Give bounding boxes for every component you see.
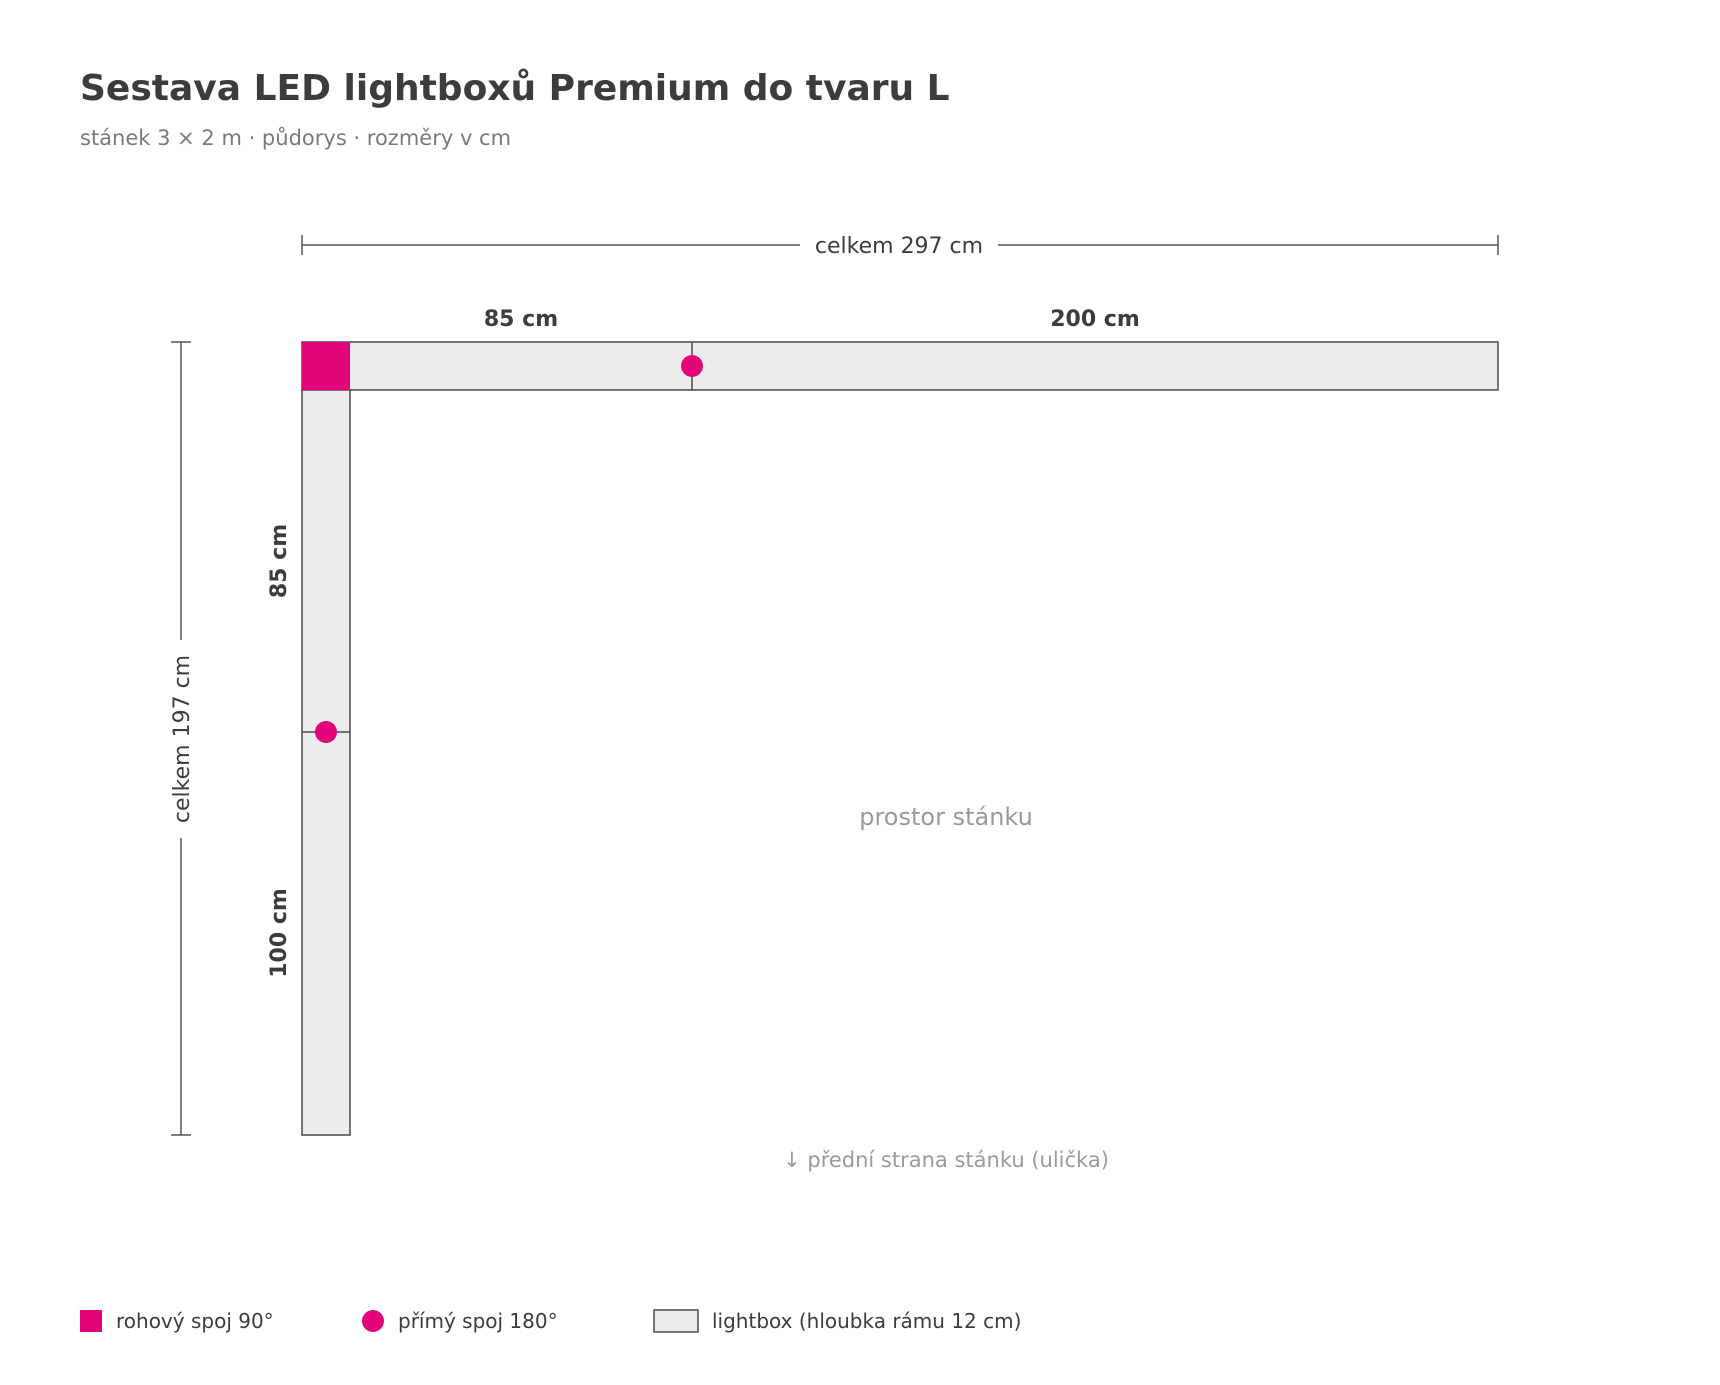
top-segment-label-1: 85 cm	[484, 307, 558, 332]
top-segment-label-2: 200 cm	[1050, 307, 1140, 332]
left-segment-label-1: 85 cm	[267, 524, 292, 598]
straight-connector-left	[315, 721, 337, 743]
top-total-dimension: celkem 297 cm	[301, 234, 1499, 259]
left-total-dimension: celkem 197 cm	[170, 341, 195, 1136]
top-total-label: celkem 297 cm	[815, 234, 983, 259]
left-total-label: celkem 197 cm	[170, 655, 195, 823]
legend-corner-swatch	[80, 1310, 102, 1332]
booth-area-label: prostor stánku	[859, 803, 1033, 831]
legend-lightbox-label: lightbox (hloubka rámu 12 cm)	[712, 1309, 1021, 1333]
corner-connector-marker	[302, 342, 350, 390]
legend-straight-label: přímý spoj 180°	[398, 1309, 558, 1333]
left-segment-label-2: 100 cm	[267, 888, 292, 978]
top-lightbox-run	[301, 341, 1499, 391]
left-lightbox-run	[301, 389, 351, 1136]
booth-front-label: ↓ přední strana stánku (ulička)	[783, 1148, 1109, 1172]
straight-connector-top	[681, 355, 703, 377]
page-title: Sestava LED lightboxů Premium do tvaru L	[80, 68, 950, 109]
legend-lightbox-swatch	[653, 1309, 699, 1333]
legend: rohový spoj 90° přímý spoj 180° lightbox…	[80, 1309, 1021, 1333]
legend-straight-swatch	[362, 1310, 384, 1332]
page-subtitle: stánek 3 × 2 m · půdorys · rozměry v cm	[80, 126, 511, 150]
legend-corner-label: rohový spoj 90°	[116, 1309, 274, 1333]
